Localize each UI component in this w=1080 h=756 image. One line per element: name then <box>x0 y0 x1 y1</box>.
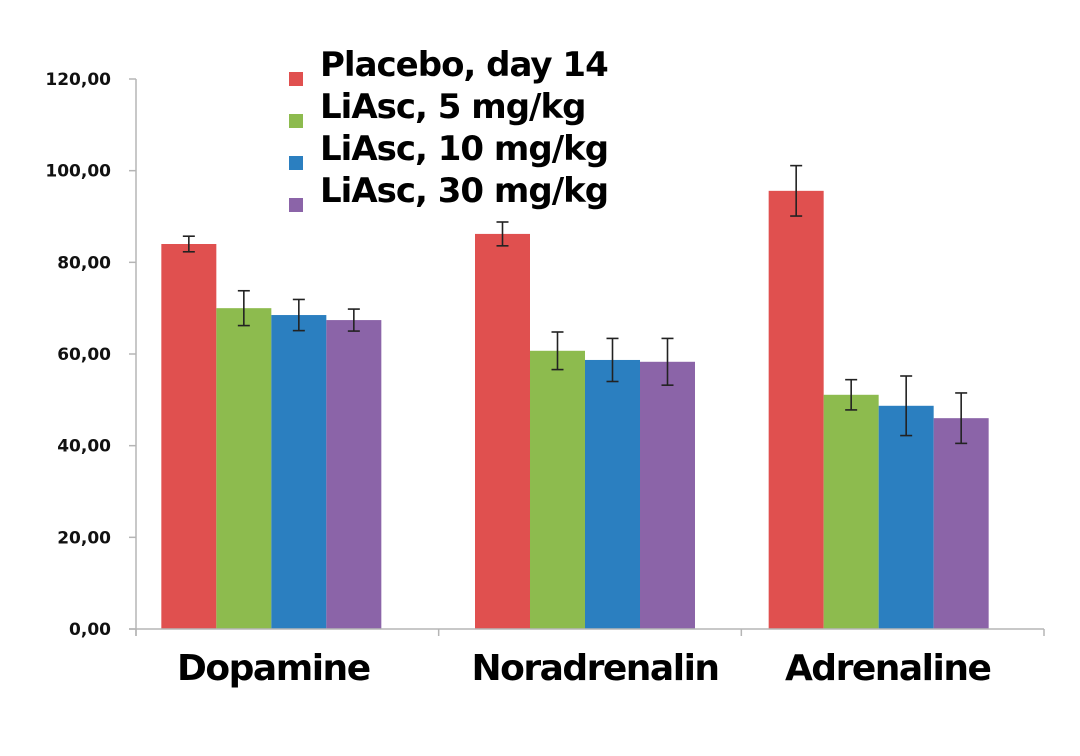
legend-label: LiAsc, 30 mg/kg <box>320 171 608 211</box>
x-category-label: Noradrenalin <box>471 648 718 689</box>
legend-swatch <box>289 198 303 212</box>
bar-noradrenalin-series-2 <box>585 359 640 629</box>
legend-label: Placebo, day 14 <box>320 45 608 85</box>
legend-item: LiAsc, 5 mg/kg <box>289 87 586 128</box>
y-tick-label: 100,00 <box>45 162 111 182</box>
bar-noradrenalin-series-1 <box>530 350 585 629</box>
error-bar <box>496 221 509 247</box>
bar-dopamine-series-2 <box>271 315 327 629</box>
error-bar <box>551 331 564 371</box>
bar-dopamine-series-0 <box>161 244 217 629</box>
bar-adrenaline-series-1 <box>823 394 879 629</box>
legend-item: LiAsc, 10 mg/kg <box>289 129 609 170</box>
error-bar <box>182 235 195 253</box>
y-ticks: 0,00 20,00 40,00 60,00 80,00 100,00 120,00 <box>45 70 136 640</box>
x-category-label: Adrenaline <box>785 648 991 689</box>
legend-swatch <box>289 114 303 128</box>
y-tick-label: 60,00 <box>57 345 111 365</box>
legend-label: LiAsc, 5 mg/kg <box>320 87 585 127</box>
legend-item: Placebo, day 14 <box>289 45 609 86</box>
legend-label: LiAsc, 10 mg/kg <box>320 129 608 169</box>
error-bar <box>347 308 360 332</box>
error-bar <box>790 164 803 217</box>
error-bar <box>661 337 674 386</box>
error-bar <box>900 375 913 437</box>
bar-adrenaline-series-3 <box>933 418 989 629</box>
error-bar <box>237 289 250 327</box>
error-bar <box>292 298 305 332</box>
legend-item: LiAsc, 30 mg/kg <box>289 171 609 212</box>
bar-dopamine-series-1 <box>216 308 272 629</box>
bar-dopamine-series-3 <box>326 320 382 629</box>
y-tick-label: 20,00 <box>57 528 111 548</box>
legend-swatch <box>289 72 303 86</box>
x-category-label: Dopamine <box>177 648 370 689</box>
bar-adrenaline-series-0 <box>768 190 824 630</box>
error-bar <box>845 378 858 411</box>
error-bar <box>606 337 619 383</box>
legend-swatch <box>289 156 303 170</box>
x-category-labels: Dopamine Noradrenalin Adrenaline <box>135 629 1045 689</box>
error-bar <box>955 392 968 445</box>
y-tick-label: 40,00 <box>57 437 111 457</box>
error-bars-layer <box>182 164 968 445</box>
bar-noradrenalin-series-0 <box>475 233 530 629</box>
y-tick-label: 0,00 <box>69 620 111 640</box>
bars-layer <box>161 190 989 630</box>
y-tick-label: 80,00 <box>57 253 111 273</box>
bar-noradrenalin-series-3 <box>640 361 695 629</box>
bar-adrenaline-series-2 <box>878 405 934 629</box>
axes-layer <box>129 79 1044 636</box>
y-tick-label: 120,00 <box>45 70 111 90</box>
